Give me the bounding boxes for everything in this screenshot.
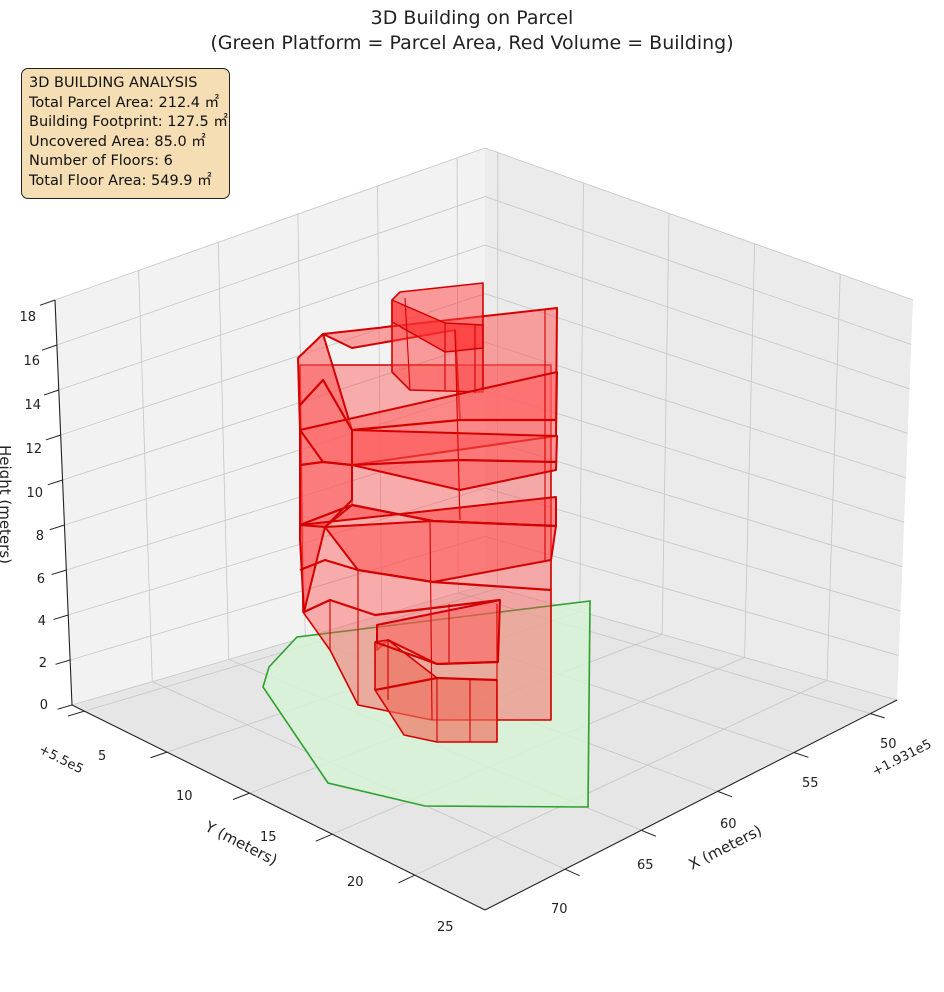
z-tick-14: 14	[24, 398, 41, 413]
z-tick-labels: 0 2 4 6 8 10 12 14 16 18	[19, 310, 48, 713]
grid-line-y-wall	[826, 274, 841, 681]
right-wall	[485, 148, 913, 700]
chart-title: 3D Building on Parcel	[370, 7, 574, 29]
grid-line-y-wall	[661, 213, 670, 635]
y-tick-mark	[398, 874, 416, 884]
z-axis-line	[54, 299, 73, 706]
x-tick-mark	[564, 868, 580, 877]
x-tick-mark	[870, 713, 885, 719]
info-total-parcel-area: Total Parcel Area: 212.4 ㎡	[29, 94, 220, 111]
z-axis-label: Height (meters)	[0, 445, 14, 564]
x-tick-55: 55	[802, 776, 819, 791]
chart-subtitle: (Green Platform = Parcel Area, Red Volum…	[210, 32, 734, 54]
z-tick-4: 4	[38, 614, 46, 629]
z-tick-mark	[49, 524, 65, 531]
y-axis-line	[71, 704, 486, 911]
grid-line-z-right	[484, 536, 899, 656]
axes	[54, 299, 898, 911]
x-tick-60: 60	[720, 817, 737, 832]
y-tick-5: 5	[98, 749, 106, 764]
z-tick-mark	[55, 659, 71, 665]
z-tick-16: 16	[23, 354, 40, 369]
z-tick-8: 8	[36, 529, 44, 544]
z-tick-mark	[47, 479, 63, 486]
z-tick-mark	[43, 389, 59, 396]
x-tick-mark	[793, 752, 809, 758]
x-axis-line	[484, 699, 898, 911]
grid-line-z-left	[54, 147, 486, 301]
grid-line-x-wall	[217, 242, 230, 660]
building-volume	[297, 282, 558, 743]
x-tick-mark	[717, 790, 733, 798]
grid-line-z-left	[71, 584, 486, 706]
z-tick-mark	[41, 344, 58, 351]
y-tick-mark	[232, 792, 250, 800]
grid-line-y-floor	[414, 680, 828, 876]
y-tick-10: 10	[176, 789, 193, 804]
grid-line-z-right	[484, 584, 898, 701]
z-tick-18: 18	[19, 310, 36, 325]
info-building-footprint: Building Footprint: 127.5 ㎡	[29, 114, 228, 131]
z-tick-12: 12	[25, 442, 42, 457]
y-tick-25: 25	[437, 920, 454, 935]
info-uncovered-area: Uncovered Area: 85.0 ㎡	[29, 133, 206, 150]
building-vertical-edges	[329, 297, 552, 742]
grid-line-z-right	[484, 147, 914, 301]
x-tick-mark	[641, 829, 657, 837]
y-tick-mark	[67, 710, 85, 717]
z-tick-6: 6	[37, 572, 45, 587]
z-tick-2: 2	[39, 656, 47, 671]
tick-marks	[39, 299, 885, 884]
z-tick-mark	[51, 569, 67, 576]
grid-line-z-left	[68, 487, 486, 616]
grid-line-x-wall	[138, 270, 153, 682]
z-tick-mark	[45, 434, 61, 441]
grid-line-y-wall	[744, 243, 756, 658]
z-tick-mark	[39, 299, 56, 306]
info-heading: 3D BUILDING ANALYSIS	[29, 75, 198, 91]
info-number-of-floors: Number of Floors: 6	[29, 153, 173, 170]
floor-level-lines	[299, 378, 557, 692]
x-tick-65: 65	[637, 858, 654, 873]
grid-line-z-right	[484, 196, 912, 345]
x-tick-70: 70	[551, 902, 568, 917]
z-tick-mark	[53, 614, 69, 620]
grid-line-z-left	[58, 244, 486, 391]
y-offset-label: +5.5e5	[36, 742, 85, 777]
z-tick-0: 0	[40, 698, 48, 713]
info-total-floor-area: Total Floor Area: 549.9 ㎡	[29, 172, 212, 189]
analysis-info-box: 3D BUILDING ANALYSIS Total Parcel Area: …	[21, 68, 230, 199]
grid-line-z-left	[56, 196, 486, 346]
z-tick-10: 10	[26, 486, 43, 501]
x-tick-50: 50	[880, 737, 897, 752]
y-tick-20: 20	[347, 875, 364, 890]
y-tick-mark	[315, 833, 333, 842]
y-tick-mark	[150, 751, 168, 759]
grid-line-z-right	[484, 244, 910, 390]
y-tick-15: 15	[260, 830, 277, 845]
z-tick-mark	[57, 704, 73, 710]
grid-line-y-wall	[579, 182, 584, 612]
